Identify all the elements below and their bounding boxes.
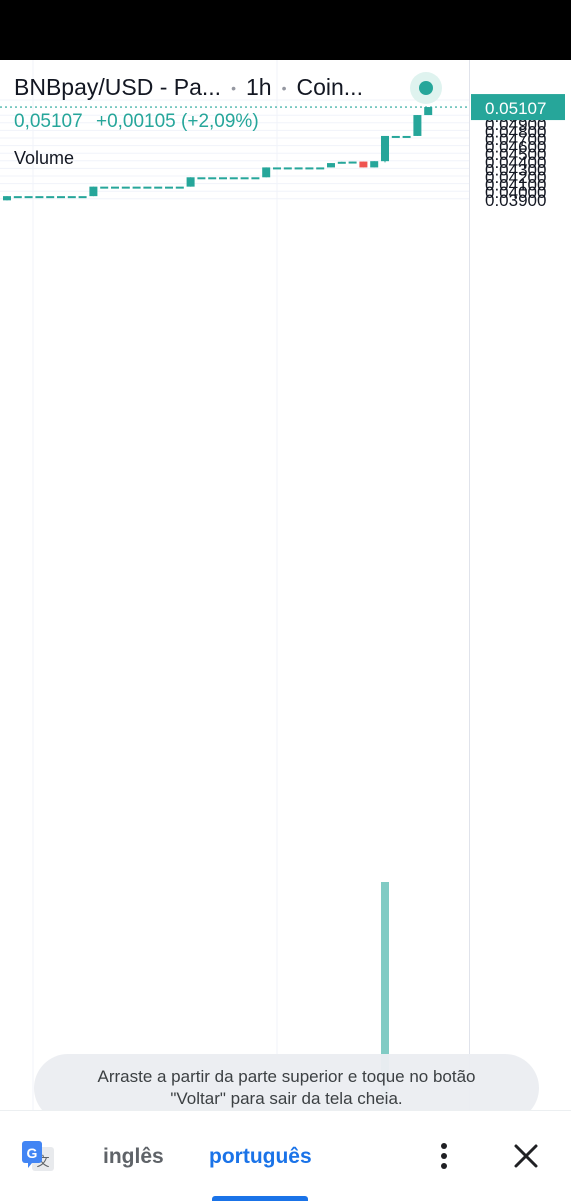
last-price-tag-label: 0.05107: [485, 99, 546, 118]
target-language-tab[interactable]: português: [209, 1145, 312, 1168]
candle-body: [57, 196, 65, 199]
candle-body: [370, 161, 379, 168]
candle-body: [89, 186, 98, 197]
more-vert-icon[interactable]: [432, 1141, 456, 1171]
candle-body: [273, 167, 281, 170]
candle-body: [424, 107, 433, 116]
toast-line-2: "Voltar" para sair da tela cheia.: [170, 1089, 403, 1108]
candle-body: [100, 186, 109, 189]
close-icon[interactable]: [511, 1141, 541, 1171]
candlestick-chart[interactable]: 0.052000.050000.049000.048000.047000.046…: [0, 60, 571, 1110]
candle-body: [413, 115, 422, 136]
candle-body: [35, 196, 44, 199]
candle-body: [165, 186, 173, 189]
candle-body: [121, 186, 130, 189]
candle-body: [359, 161, 368, 168]
candle-body: [197, 177, 206, 180]
candle-body: [348, 161, 357, 164]
y-tick-label: 0.03900: [485, 191, 546, 210]
google-translate-icon[interactable]: 文 G: [20, 1139, 56, 1175]
market-open-indicator: [410, 72, 442, 104]
last-price-value: 0,05107: [14, 111, 83, 132]
candle-body: [251, 177, 260, 180]
y-tick-label: 0.04500: [485, 145, 546, 164]
y-tick-label: 0.04800: [485, 122, 546, 141]
separator-dot: •: [231, 79, 236, 96]
status-bar: [0, 0, 571, 60]
last-price-tag: [471, 94, 565, 121]
y-tick-label: 0.04300: [485, 160, 546, 179]
candle-body: [229, 177, 238, 180]
candle-body: [305, 167, 314, 170]
candle-body: [391, 135, 400, 138]
candle-body: [175, 186, 184, 189]
candle-body: [24, 196, 33, 199]
toast-line-1: Arraste a partir da parte superior e toq…: [97, 1067, 476, 1086]
y-tick-label: 0.04200: [485, 168, 546, 187]
interval-label[interactable]: 1h: [245, 74, 272, 100]
live-status-dot: [419, 81, 433, 95]
volume-bar: [381, 882, 389, 1110]
candle-body: [132, 186, 141, 189]
candle-body: [337, 161, 346, 164]
candle-body: [316, 167, 325, 170]
volume-label: Volume: [14, 148, 75, 168]
candle-body: [208, 177, 217, 180]
chart-area[interactable]: 0.052000.050000.049000.048000.047000.046…: [0, 60, 571, 1122]
y-tick-label: 0.04400: [485, 153, 546, 172]
candle-body: [219, 177, 227, 180]
y-tick-label: 0.04100: [485, 176, 546, 195]
y-tick-label: 0.04600: [485, 138, 546, 157]
exchange-label: Coin...: [296, 74, 363, 100]
candle-body: [143, 186, 152, 189]
symbol-title[interactable]: BNBpay/USD - Pa...: [14, 74, 222, 100]
candle-body: [186, 177, 195, 187]
candle-body: [46, 196, 55, 199]
candle-body: [240, 177, 249, 180]
translate-bar: 文 G inglês português: [0, 1110, 571, 1201]
candle-body: [67, 196, 76, 199]
candle-body: [402, 135, 411, 138]
price-scale-border: [469, 60, 470, 1110]
candle-body: [294, 167, 303, 170]
candle-body: [78, 196, 87, 199]
candle-body: [262, 167, 271, 178]
candle-body: [13, 196, 22, 199]
y-tick-label: 0.04000: [485, 183, 546, 202]
svg-text:G: G: [27, 1145, 38, 1161]
candle-body: [3, 196, 11, 201]
candle-body: [283, 167, 292, 170]
candle-body: [154, 186, 163, 189]
source-language-tab[interactable]: inglês: [103, 1145, 164, 1168]
candle-body: [111, 186, 119, 189]
separator-dot: •: [281, 79, 287, 96]
candle-body: [381, 135, 389, 162]
price-change-value: +0,00105 (+2,09%): [95, 111, 259, 132]
candle-body: [327, 163, 335, 168]
y-tick-label: 0.04700: [485, 130, 546, 149]
active-tab-indicator: [212, 1196, 308, 1201]
chart-legend: BNBpay/USD - Pa... • 1h • Coin... 0,0510…: [14, 74, 464, 133]
